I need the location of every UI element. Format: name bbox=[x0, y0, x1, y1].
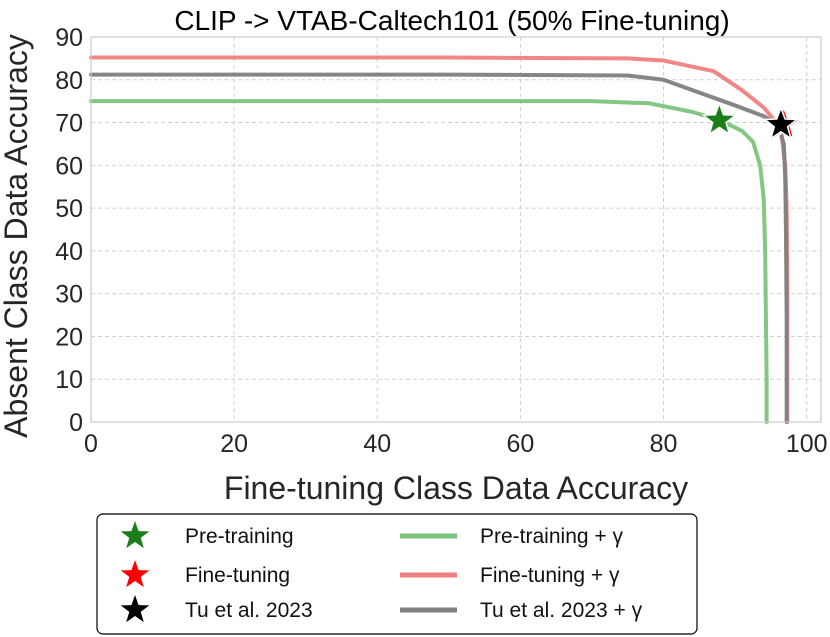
y-tick-label: 80 bbox=[55, 67, 83, 95]
series-line-pre-training bbox=[89, 99, 769, 424]
legend-label: Pre-training bbox=[185, 525, 294, 548]
tick-layer: 0 20 40 60 80 100 0 10 20 30 40 50 60 70 80 90 bbox=[55, 24, 827, 458]
series-layer bbox=[89, 55, 801, 424]
legend-items: Pre-training Fine-tuning Tu et al. 2023 Pre… bbox=[120, 521, 643, 623]
legend-label: Tu et al. 2023 + γ bbox=[480, 599, 643, 622]
legend-label: Pre-training + γ bbox=[480, 525, 623, 548]
y-tick-label: 30 bbox=[55, 281, 83, 309]
legend: Pre-training Fine-tuning Tu et al. 2023 Pre… bbox=[96, 513, 698, 635]
y-tick-label: 40 bbox=[55, 238, 83, 266]
y-tick-label: 70 bbox=[55, 110, 83, 138]
grid-layer bbox=[90, 36, 821, 423]
x-tick-label: 80 bbox=[650, 430, 678, 458]
legend-label: Fine-tuning + γ bbox=[480, 564, 620, 587]
x-tick-label: 40 bbox=[363, 430, 391, 458]
x-tick-label: 100 bbox=[786, 430, 828, 458]
legend-box bbox=[96, 513, 698, 635]
y-tick-label: 90 bbox=[55, 24, 83, 52]
y-tick-label: 0 bbox=[69, 409, 83, 437]
x-tick-label: 60 bbox=[507, 430, 535, 458]
legend-star-icon bbox=[120, 595, 150, 623]
legend-label: Fine-tuning bbox=[185, 564, 290, 587]
y-tick-label: 50 bbox=[55, 195, 83, 223]
x-tick-label: 0 bbox=[84, 430, 98, 458]
series-line-fine-tuning bbox=[89, 55, 790, 424]
y-axis-label: Absent Class Data Accuracy bbox=[0, 34, 34, 438]
legend-label: Tu et al. 2023 bbox=[185, 599, 313, 622]
x-tick-label: 20 bbox=[220, 430, 248, 458]
plot-frame bbox=[90, 36, 822, 423]
legend-star-icon bbox=[120, 521, 150, 549]
chart-title: CLIP -> VTAB-Caltech101 (50% Fine-tuning… bbox=[174, 5, 729, 36]
y-tick-label: 60 bbox=[55, 152, 83, 180]
star-marker-pre-training bbox=[702, 102, 737, 135]
y-tick-label: 10 bbox=[55, 366, 83, 394]
legend-star-icon bbox=[120, 560, 150, 588]
y-tick-label: 20 bbox=[55, 323, 83, 351]
series-line-tu-et-al-2023 bbox=[89, 72, 789, 424]
star-marker-tu-et-al-2023 bbox=[764, 106, 798, 140]
plot-area: 0 20 40 60 80 100 0 10 20 30 40 50 60 70 80 90 bbox=[55, 24, 827, 458]
x-axis-label: Fine-tuning Class Data Accuracy bbox=[224, 470, 688, 506]
